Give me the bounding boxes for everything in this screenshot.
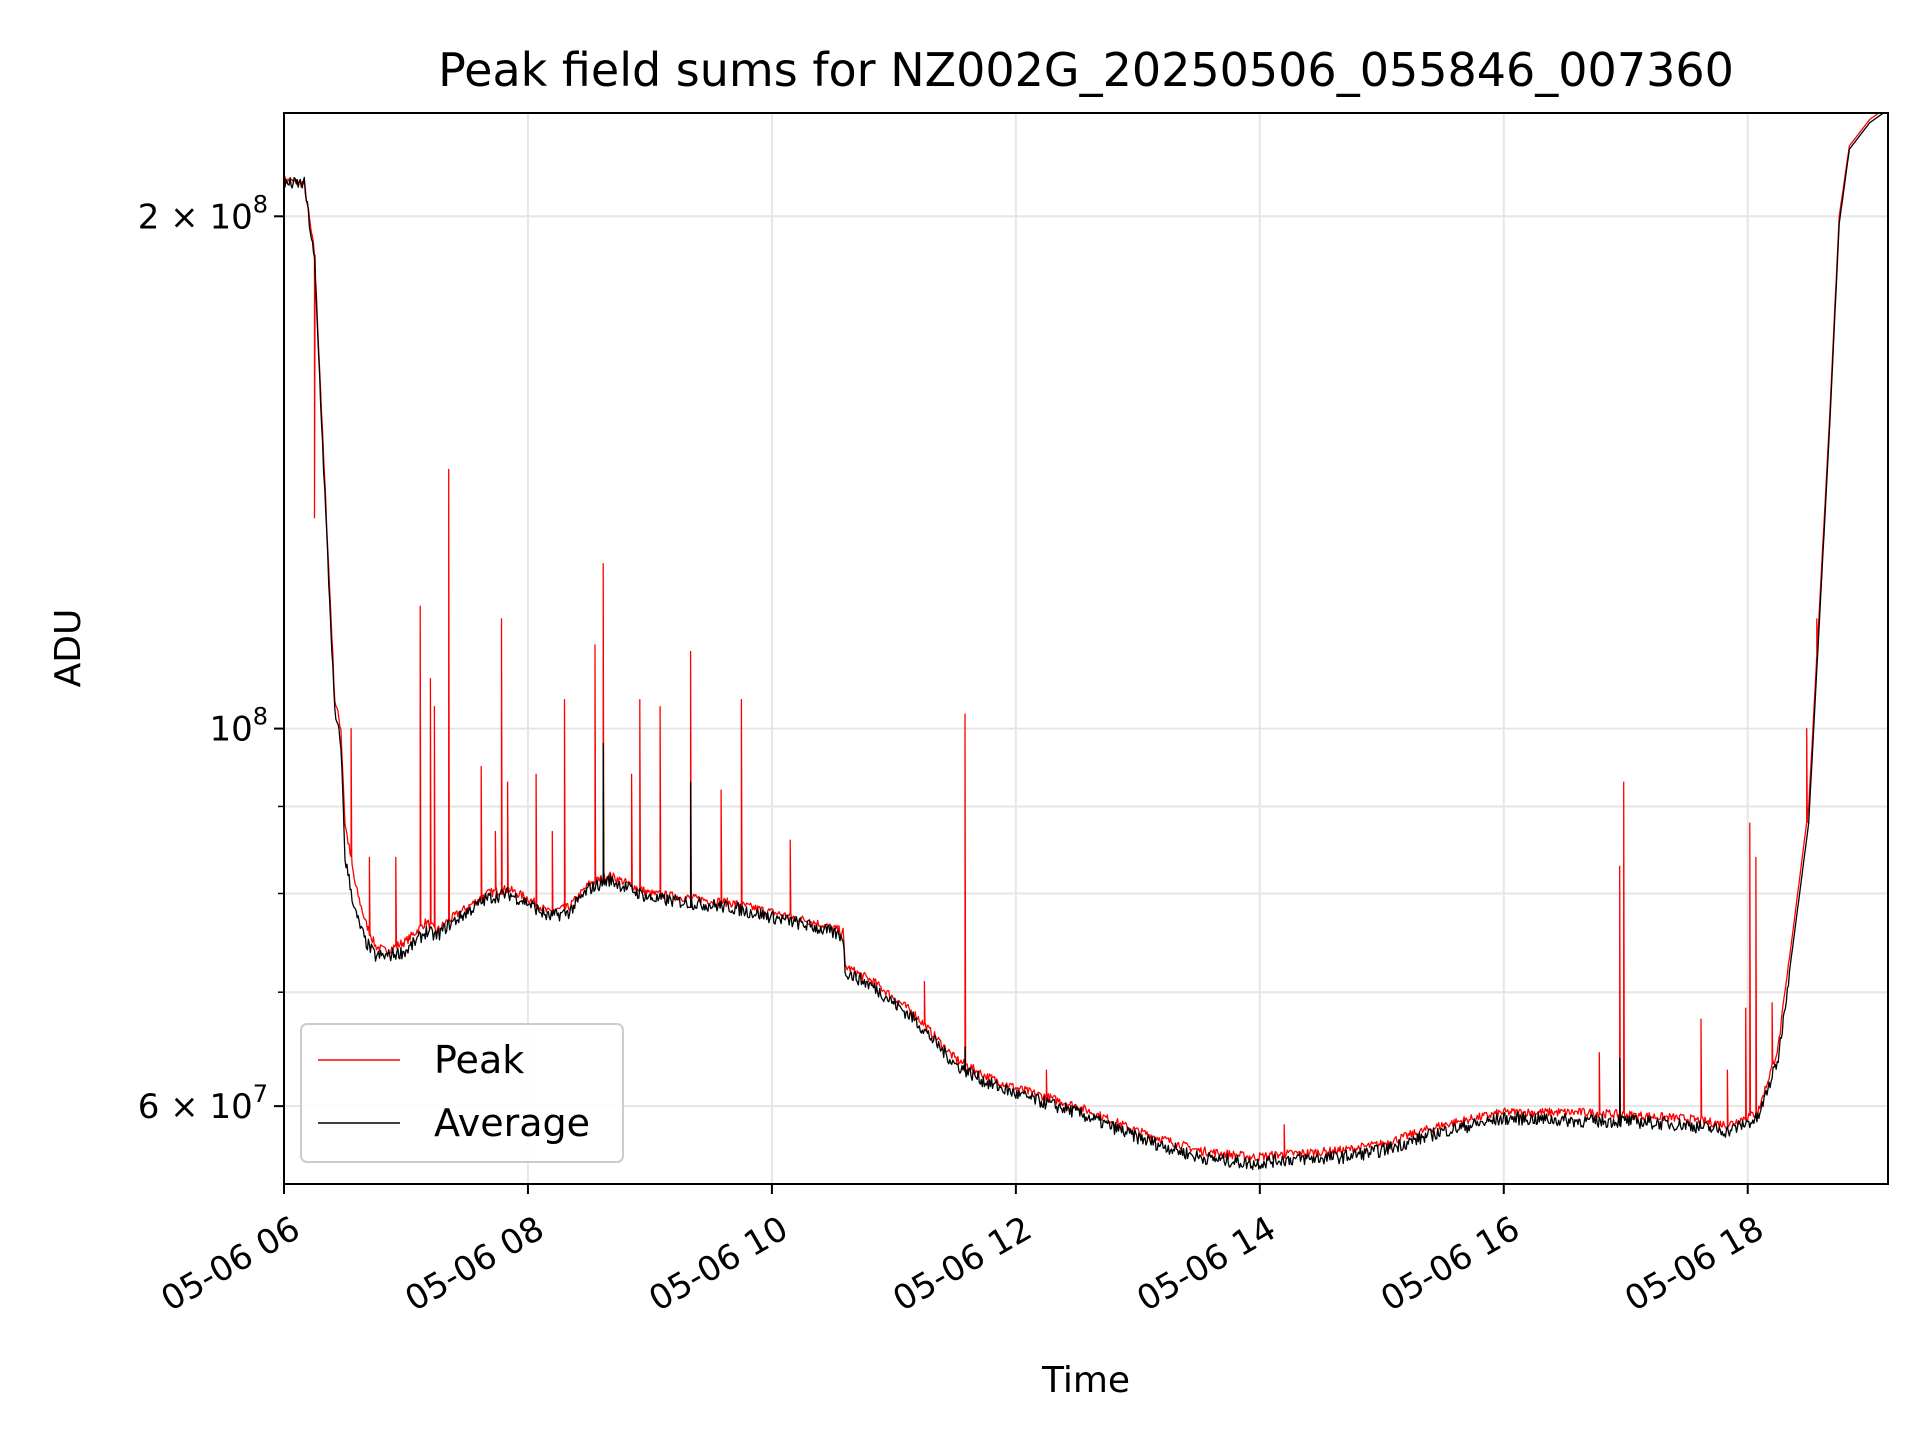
legend-label-average: Average [434,1101,590,1145]
x-axis-label: Time [1041,1360,1130,1401]
series-line-average [284,113,1885,1171]
y-tick-label: 6 × 107 [138,1080,268,1127]
chart-title: Peak field sums for NZ002G_20250506_0558… [438,43,1734,97]
legend-label-peak: Peak [434,1038,524,1082]
y-tick-label: 2 × 108 [138,190,268,237]
legend-box [300,1023,624,1163]
legend: Peak Average [300,1023,624,1163]
y-tick-label: 108 [209,703,268,750]
y-axis-label: ADU [48,609,89,688]
plot-frame [283,112,1889,1185]
series-layer [284,113,1885,1171]
y-axis: 6 × 107 108 2 × 108 [138,190,284,1127]
